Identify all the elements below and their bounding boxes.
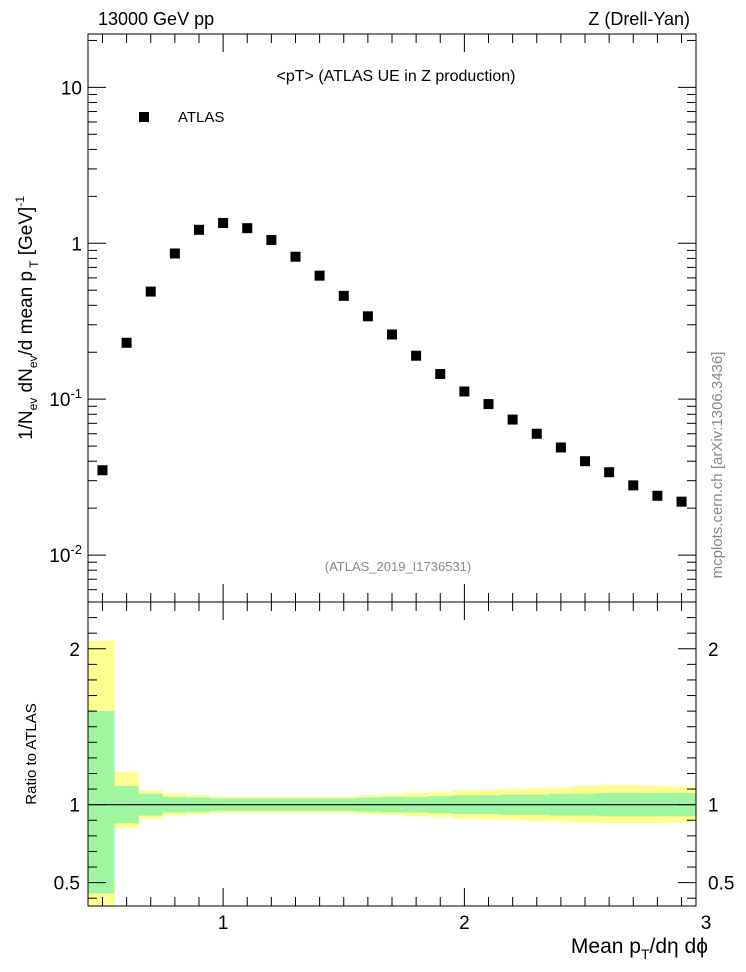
- data-point: [628, 480, 639, 491]
- x-tick-label: 2: [459, 913, 470, 934]
- data-point: [483, 399, 494, 410]
- data-point: [676, 496, 687, 507]
- watermark: mcplots.cern.ch [arXiv:1306.3436]: [709, 352, 726, 579]
- header-left: 13000 GeV pp: [98, 9, 214, 29]
- data-point: [387, 329, 397, 340]
- main-y-axis-label: 1/Nev dNev/d mean p T [GeV]-1: [13, 196, 41, 440]
- x-axis-label: Mean pT/dη dϕ: [571, 935, 708, 962]
- ratio-tick-label-right: 0.5: [708, 874, 734, 895]
- data-point: [169, 248, 180, 259]
- data-point: [531, 428, 542, 439]
- ratio-y-axis: 0.5 0.5 1 1 2 2: [54, 617, 734, 899]
- ratio-tick-label: 2: [69, 640, 80, 661]
- main-x-axis: [101, 34, 683, 602]
- data-point: [193, 224, 204, 235]
- data-point: [507, 414, 518, 425]
- chart-title: <pT> (ATLAS UE in Z production): [277, 68, 516, 85]
- ratio-tick-label-right: 2: [708, 640, 719, 661]
- data-point: [555, 442, 566, 453]
- legend-label-atlas: ATLAS: [178, 109, 224, 126]
- ratio-tick-label: 0.5: [54, 874, 80, 895]
- legend-marker-atlas: [139, 112, 149, 122]
- header-right: Z (Drell-Yan): [588, 9, 690, 29]
- reference-label: (ATLAS_2019_I1736531): [325, 559, 471, 574]
- data-point: [145, 286, 156, 297]
- ratio-tick-label-right: 1: [708, 796, 719, 817]
- y-tick-label: 10: [61, 78, 82, 99]
- data-point: [338, 290, 349, 301]
- data-point: [97, 465, 108, 476]
- main-data-points: [97, 217, 687, 507]
- stat-uncertainty-band: [88, 711, 115, 894]
- y-tick-label: 1: [71, 234, 82, 255]
- ratio-y-axis-label: Ratio to ATLAS: [23, 703, 40, 804]
- data-point: [218, 217, 229, 228]
- data-point: [435, 369, 446, 380]
- data-point: [580, 456, 591, 467]
- y-tick-label: 10-2: [49, 542, 82, 567]
- data-point: [290, 251, 301, 262]
- x-tick-label: 3: [701, 913, 712, 934]
- x-tick-label: 1: [218, 913, 229, 934]
- data-point: [242, 223, 253, 234]
- ratio-tick-label: 1: [69, 796, 80, 817]
- ratio-x-axis: 1 2 3: [101, 602, 712, 934]
- data-point: [266, 234, 277, 245]
- data-point: [121, 337, 132, 348]
- data-point: [604, 467, 615, 478]
- y-tick-label: 10-1: [49, 386, 82, 411]
- data-point: [459, 386, 470, 397]
- data-point: [314, 270, 325, 281]
- main-y-axis: 10-2 10-1 1 10: [49, 39, 696, 603]
- data-point: [362, 311, 373, 322]
- data-point: [652, 490, 663, 501]
- data-point: [411, 350, 422, 361]
- ratio-frame: [87, 601, 697, 907]
